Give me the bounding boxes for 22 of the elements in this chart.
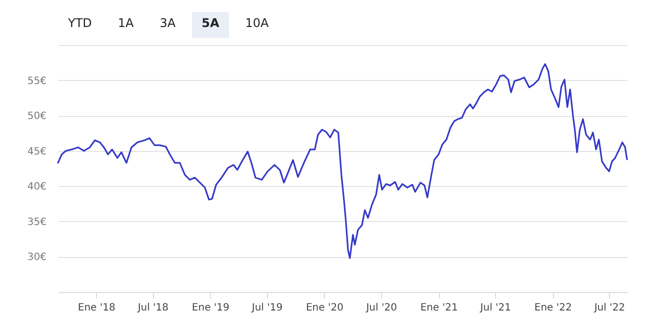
- line-series: [57, 63, 628, 259]
- y-tick-label: 45€: [27, 146, 46, 158]
- y-tick-label: 55€: [27, 76, 46, 87]
- y-tick-label: 35€: [27, 216, 46, 228]
- y-tick-label: 30€: [27, 252, 46, 264]
- x-tick-label: Ene '18: [78, 302, 116, 314]
- x-tick-label: Ene '21: [420, 302, 458, 314]
- y-tick-label: 40€: [27, 182, 46, 193]
- x-tick-label: Jul '20: [365, 302, 397, 314]
- x-tick-label: Jul '19: [250, 302, 283, 314]
- text: 1A: [116, 15, 135, 32]
- x-tick-label: Jul '21: [479, 302, 511, 314]
- x-tick-label: Ene '20: [306, 302, 344, 314]
- x-tick-label: Jul '18: [136, 302, 169, 314]
- x-tick-label: Ene '22: [534, 302, 572, 314]
- text: YTD: [67, 15, 93, 32]
- y-tick-label: 50€: [27, 111, 46, 122]
- x-tick-label: Jul '22: [593, 302, 626, 314]
- text: 3A: [158, 15, 177, 32]
- text: 10A: [244, 15, 270, 32]
- text: 5A: [192, 12, 230, 38]
- x-tick-label: Ene '19: [192, 302, 230, 314]
